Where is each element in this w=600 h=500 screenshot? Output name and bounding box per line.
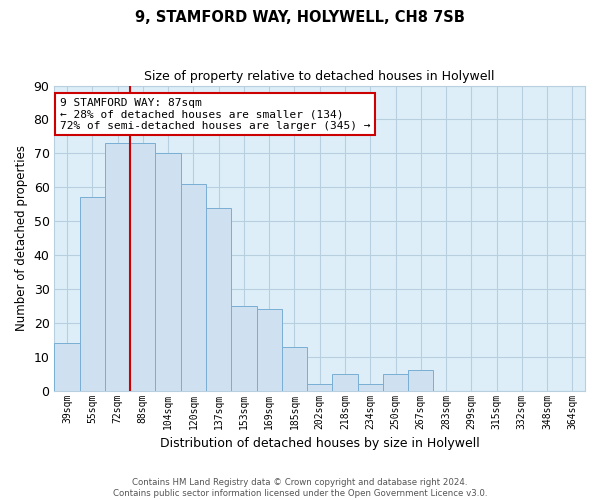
Y-axis label: Number of detached properties: Number of detached properties	[15, 145, 28, 331]
Bar	[130, 143, 155, 390]
Bar	[231, 306, 257, 390]
Text: 9, STAMFORD WAY, HOLYWELL, CH8 7SB: 9, STAMFORD WAY, HOLYWELL, CH8 7SB	[135, 10, 465, 25]
Bar	[358, 384, 383, 390]
Bar	[307, 384, 332, 390]
Bar	[206, 208, 231, 390]
Bar	[383, 374, 408, 390]
Bar	[257, 310, 282, 390]
Text: Contains HM Land Registry data © Crown copyright and database right 2024.
Contai: Contains HM Land Registry data © Crown c…	[113, 478, 487, 498]
X-axis label: Distribution of detached houses by size in Holywell: Distribution of detached houses by size …	[160, 437, 479, 450]
Bar	[181, 184, 206, 390]
Text: 9 STAMFORD WAY: 87sqm
← 28% of detached houses are smaller (134)
72% of semi-det: 9 STAMFORD WAY: 87sqm ← 28% of detached …	[60, 98, 370, 131]
Bar	[408, 370, 433, 390]
Bar	[80, 198, 105, 390]
Bar	[332, 374, 358, 390]
Bar	[282, 346, 307, 391]
Bar	[105, 143, 130, 390]
Bar	[55, 343, 80, 390]
Title: Size of property relative to detached houses in Holywell: Size of property relative to detached ho…	[145, 70, 495, 83]
Bar	[155, 154, 181, 390]
